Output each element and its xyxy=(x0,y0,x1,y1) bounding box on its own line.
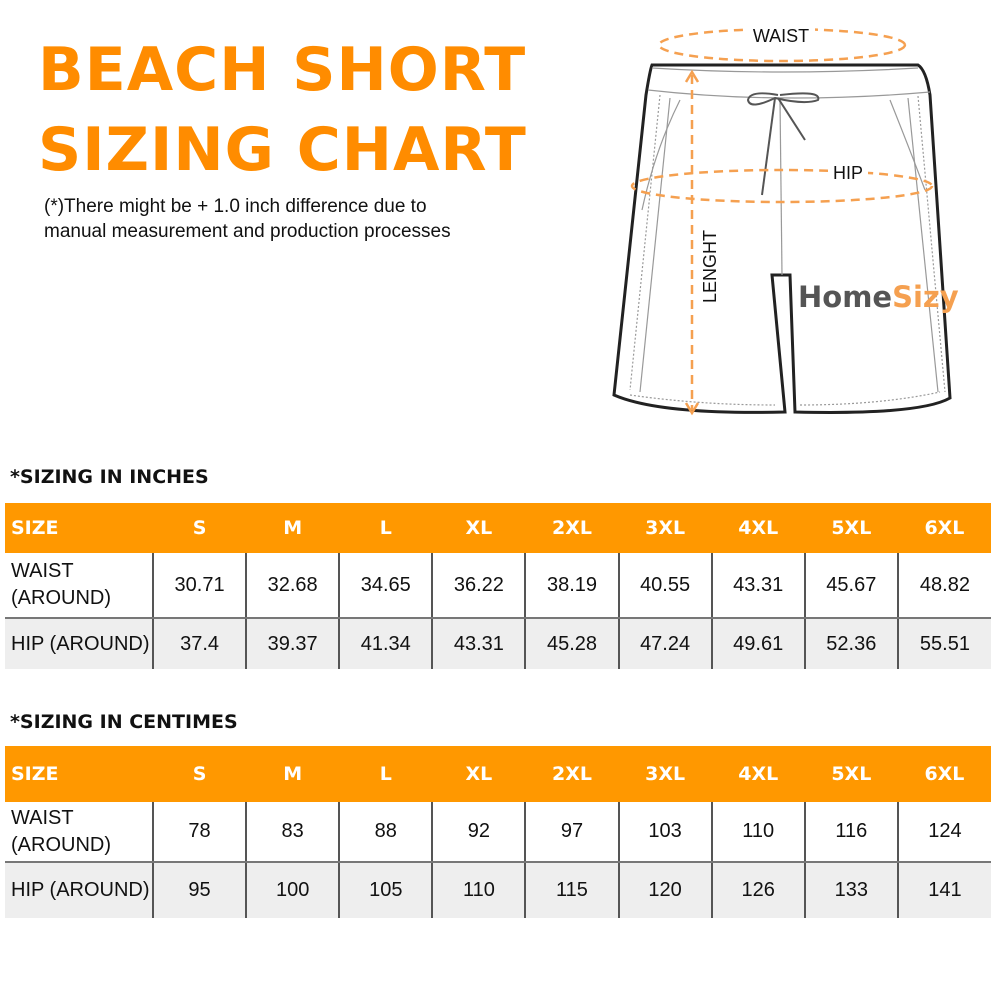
shorts-details xyxy=(629,67,946,406)
header-cell: XL xyxy=(432,503,526,553)
cell: 103 xyxy=(617,802,712,863)
header-cell: 2XL xyxy=(525,746,619,802)
table-row-waist: WAIST (AROUND) 78 83 88 92 97 103 110 116… xyxy=(5,802,991,863)
row-label: WAIST (AROUND) xyxy=(5,553,153,619)
header-cell: M xyxy=(246,503,340,553)
header-cell: S xyxy=(153,746,247,802)
cell: 32.68 xyxy=(245,553,340,619)
cell: 45.28 xyxy=(524,618,619,669)
cell: 88 xyxy=(338,802,433,863)
page-title: BEACH SHORT SIZING CHART xyxy=(38,30,527,190)
header-row: SIZE S M L XL 2XL 3XL 4XL 5XL 6XL xyxy=(5,503,991,553)
cell: 40.55 xyxy=(617,553,712,619)
header-row: SIZE S M L XL 2XL 3XL 4XL 5XL 6XL xyxy=(5,746,991,802)
row-label: HIP (AROUND) xyxy=(5,618,153,669)
cell: 49.61 xyxy=(710,618,805,669)
length-label: LENGHT xyxy=(700,230,720,303)
hip-label: HIP xyxy=(833,163,863,183)
title-line-2: SIZING CHART xyxy=(38,115,527,185)
row-label: HIP (AROUND) xyxy=(5,862,153,918)
note-line-1: (*)There might be + 1.0 inch difference … xyxy=(44,196,427,217)
homesizy-logo: HomeSizy xyxy=(798,280,959,314)
cell: 38.19 xyxy=(524,553,619,619)
cell: 100 xyxy=(245,862,340,918)
cell: 43.31 xyxy=(710,553,805,619)
cell: 124 xyxy=(896,802,991,863)
cell: 78 xyxy=(151,802,247,863)
cell: 141 xyxy=(896,862,991,918)
cell: 133 xyxy=(803,862,898,918)
centimeters-size-table: SIZE S M L XL 2XL 3XL 4XL 5XL 6XL WAIST(… xyxy=(5,746,991,918)
cell: 30.71 xyxy=(151,553,247,619)
cell: 48.82 xyxy=(896,553,991,619)
cell: 110 xyxy=(710,802,805,863)
header-cell: 4XL xyxy=(711,503,805,553)
header-cell: 3XL xyxy=(618,503,712,553)
cell: 116 xyxy=(803,802,898,863)
table-row-waist: WAIST (AROUND) 30.71 32.68 34.65 36.22 38… xyxy=(5,553,991,619)
header-cell: 6XL xyxy=(897,503,991,553)
hip-measure-line xyxy=(630,168,934,204)
header-cell: 4XL xyxy=(711,746,805,802)
cell: 126 xyxy=(710,862,805,918)
header-cell: M xyxy=(246,746,340,802)
table-row-hip: HIP (AROUND) 95 100 105 110 115 120 126 … xyxy=(5,862,991,918)
header-cell: 3XL xyxy=(618,746,712,802)
header-cell: 2XL xyxy=(525,503,619,553)
row-label: WAIST (AROUND) xyxy=(5,802,153,863)
cell: 83 xyxy=(245,802,340,863)
header-cell: L xyxy=(339,746,433,802)
cell: 92 xyxy=(431,802,526,863)
cell: 34.65 xyxy=(338,553,433,619)
cell: 43.31 xyxy=(431,618,526,669)
header-cell: 5XL xyxy=(804,746,898,802)
centimeters-section-title: *SIZING IN CENTIMES xyxy=(10,711,238,733)
shorts-diagram: WAIST HIP LENGHT HomeSizy xyxy=(612,24,959,416)
header-cell: SIZE xyxy=(5,503,153,553)
note-line-2: manual measurement and production proces… xyxy=(44,221,451,242)
header-cell: SIZE xyxy=(5,746,153,802)
cell: 95 xyxy=(151,862,247,918)
cell: 36.22 xyxy=(431,553,526,619)
cell: 97 xyxy=(524,802,619,863)
cell: 120 xyxy=(617,862,712,918)
header-cell: L xyxy=(339,503,433,553)
cell: 37.4 xyxy=(151,618,247,669)
title-line-1: BEACH SHORT xyxy=(38,35,527,105)
header-cell: 6XL xyxy=(897,746,991,802)
header-cell: S xyxy=(153,503,247,553)
measurement-note: (*)There might be + 1.0 inch difference … xyxy=(44,194,451,244)
cell: 39.37 xyxy=(245,618,340,669)
cell: 55.51 xyxy=(896,618,991,669)
cell: 52.36 xyxy=(803,618,898,669)
cell: 115 xyxy=(524,862,619,918)
cell: 45.67 xyxy=(803,553,898,619)
header-cell: 5XL xyxy=(804,503,898,553)
cell: 47.24 xyxy=(617,618,712,669)
inches-section-title: *SIZING IN INCHES xyxy=(10,466,209,488)
cell: 105 xyxy=(338,862,433,918)
header-cell: XL xyxy=(432,746,526,802)
inches-size-table: SIZE S M L XL 2XL 3XL 4XL 5XL 6XL WAIST(… xyxy=(5,503,991,669)
length-arrows xyxy=(684,69,700,416)
cell: 41.34 xyxy=(338,618,433,669)
drawstring xyxy=(746,92,820,196)
cell: 110 xyxy=(431,862,526,918)
table-row-hip: HIP (AROUND) 37.4 39.37 41.34 43.31 45.2… xyxy=(5,618,991,669)
waist-label: WAIST xyxy=(753,26,809,46)
